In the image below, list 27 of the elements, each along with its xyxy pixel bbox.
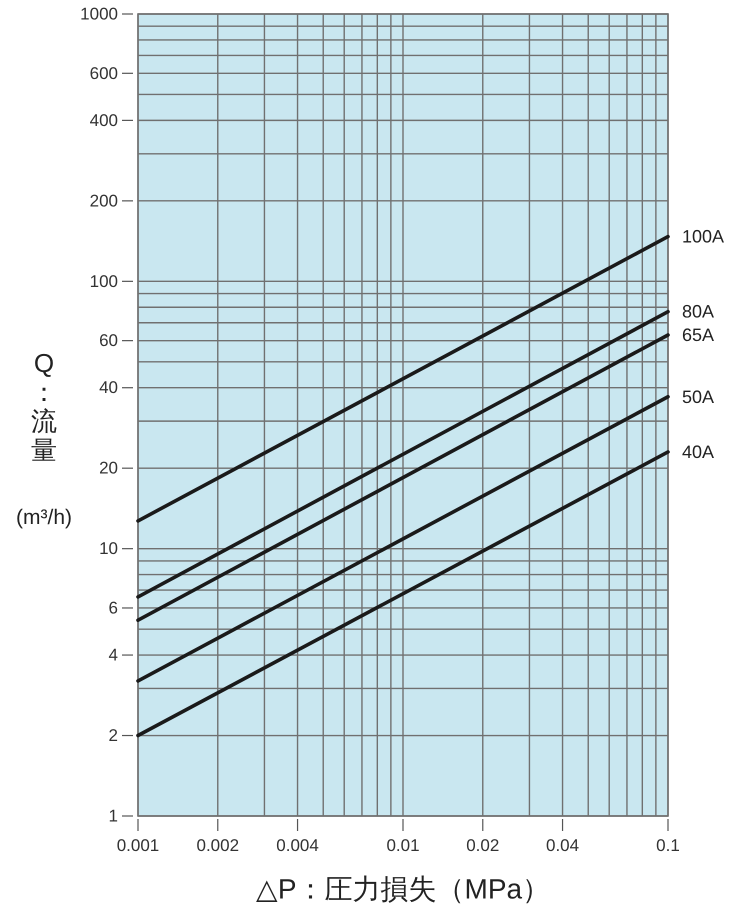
y-tick-label: 100 (90, 272, 118, 291)
y-tick-label: 1 (108, 806, 118, 826)
y-tick-label: 40 (99, 378, 118, 398)
y-tick-label: 20 (99, 458, 118, 478)
x-tick-label: 0.001 (116, 836, 160, 855)
series-label: 40A (682, 442, 714, 462)
series-label: 100A (682, 226, 724, 247)
x-tick-label: 0.04 (546, 836, 580, 855)
x-tick-label: 0.002 (196, 836, 240, 855)
y-tick-label: 1000 (80, 4, 118, 24)
x-tick-label: 0.01 (386, 836, 420, 855)
x-tick-label: 0.1 (656, 836, 680, 855)
x-axis-title: △P：圧力損失（MPa） (256, 874, 550, 904)
series-label: 50A (682, 386, 714, 407)
y-tick-label: 200 (90, 191, 118, 210)
text: Q：流量 (m³/h) (16, 348, 72, 529)
y-tick-label: 4 (108, 646, 118, 665)
y-tick-label: 10 (99, 539, 118, 558)
y-tick-label: 2 (108, 726, 118, 746)
x-tick-label: 0.004 (276, 836, 319, 855)
y-tick-label: 60 (99, 331, 118, 350)
x-tick-label: 0.02 (466, 836, 500, 855)
y-tick-label: 6 (108, 598, 118, 618)
y-tick-label: 600 (90, 64, 118, 83)
y-tick-label: 400 (90, 110, 118, 130)
series-label: 80A (682, 302, 714, 322)
series-label: 65A (682, 324, 714, 345)
